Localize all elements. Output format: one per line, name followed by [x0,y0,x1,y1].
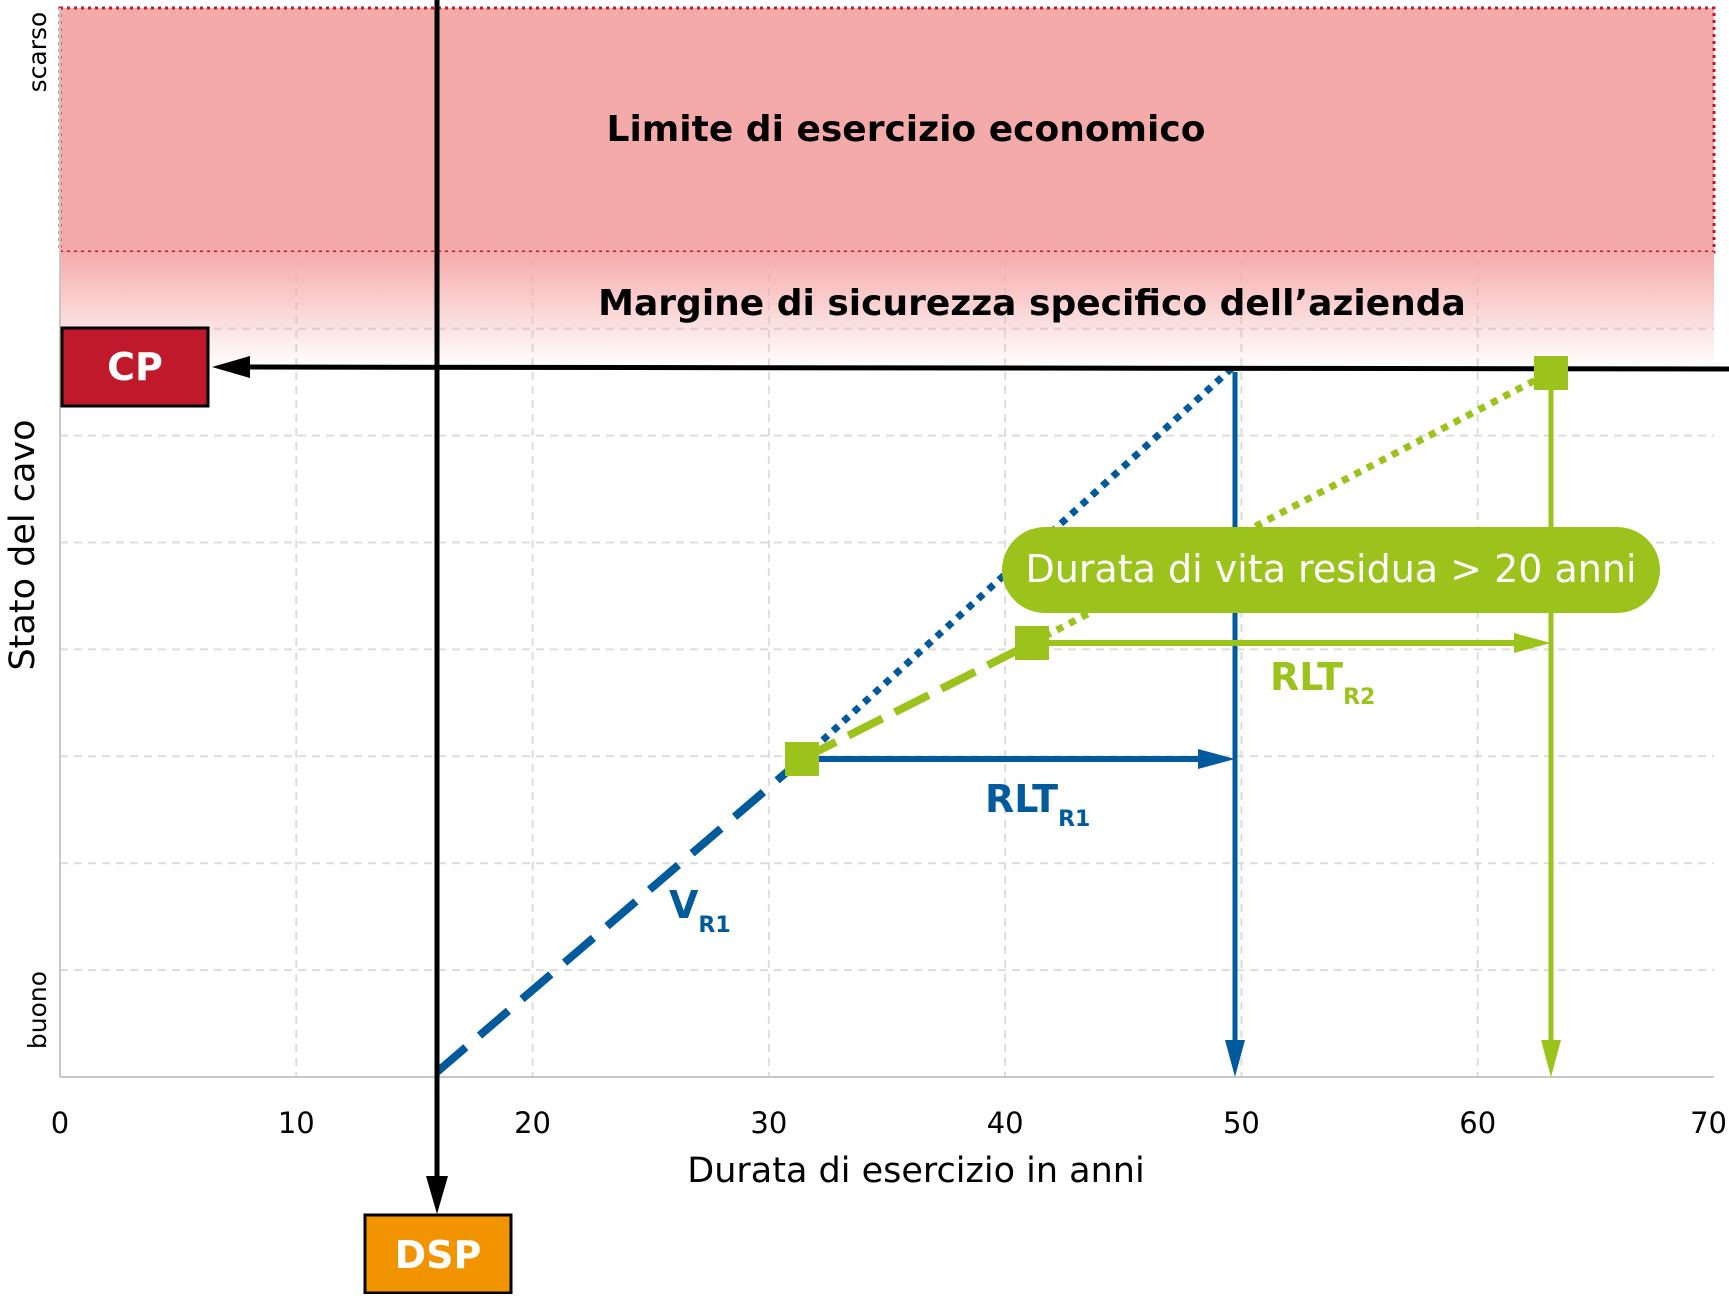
y-tick-label-bottom: buono [23,971,52,1049]
x-axis-label: Durata di esercizio in anni [687,1151,1144,1191]
r2-marker [1015,626,1049,660]
rlt-r2-arrowhead [1514,633,1551,653]
rlt-r2-label: RLTR2 [1270,655,1375,710]
v-r1-label: VR1 [669,883,731,938]
economic-limit-label: Limite di esercizio economico [607,109,1206,150]
dsp-label: DSP [395,1233,482,1277]
r1-vertical-arrowhead [1225,1040,1245,1077]
dsp-arrowhead [426,1176,448,1214]
x-tick-labels: 0 10 20 30 40 50 60 70 [51,1106,1727,1140]
r2-end-marker [1534,356,1568,390]
rlt-r1-arrowhead [1198,749,1235,769]
x-tick-label: 50 [1223,1106,1260,1140]
r2-vertical-arrowhead [1541,1040,1561,1077]
safety-margin-label: Margine di sicurezza specifico dell’azie… [598,283,1466,324]
rlt-r1-label: RLTR1 [985,777,1090,832]
x-tick-label: 20 [514,1106,551,1140]
r1-marker [785,742,819,776]
residual-life-callout [1002,527,1660,613]
cp-threshold-line [239,364,1729,372]
y-tick-label-top: scarso [23,12,52,93]
cp-label: CP [107,345,163,389]
economic-limit-band [58,6,1716,254]
x-tick-label: 0 [51,1106,69,1140]
y-axis-label: Stato del cavo [3,419,43,670]
dsp-box [363,1213,513,1295]
cp-arrowhead [212,356,250,378]
x-tick-label: 40 [987,1106,1024,1140]
x-tick-label: 70 [1690,1106,1727,1140]
x-tick-label: 10 [278,1106,315,1140]
safety-margin-band [60,252,1714,367]
residual-life-callout-text: Durata di vita residua > 20 anni [1025,547,1636,591]
cp-box [60,326,210,408]
x-tick-label: 30 [750,1106,787,1140]
r2-dashed-line [800,639,1034,763]
x-tick-label: 60 [1459,1106,1496,1140]
v-r1-dashed-line [434,755,805,1076]
